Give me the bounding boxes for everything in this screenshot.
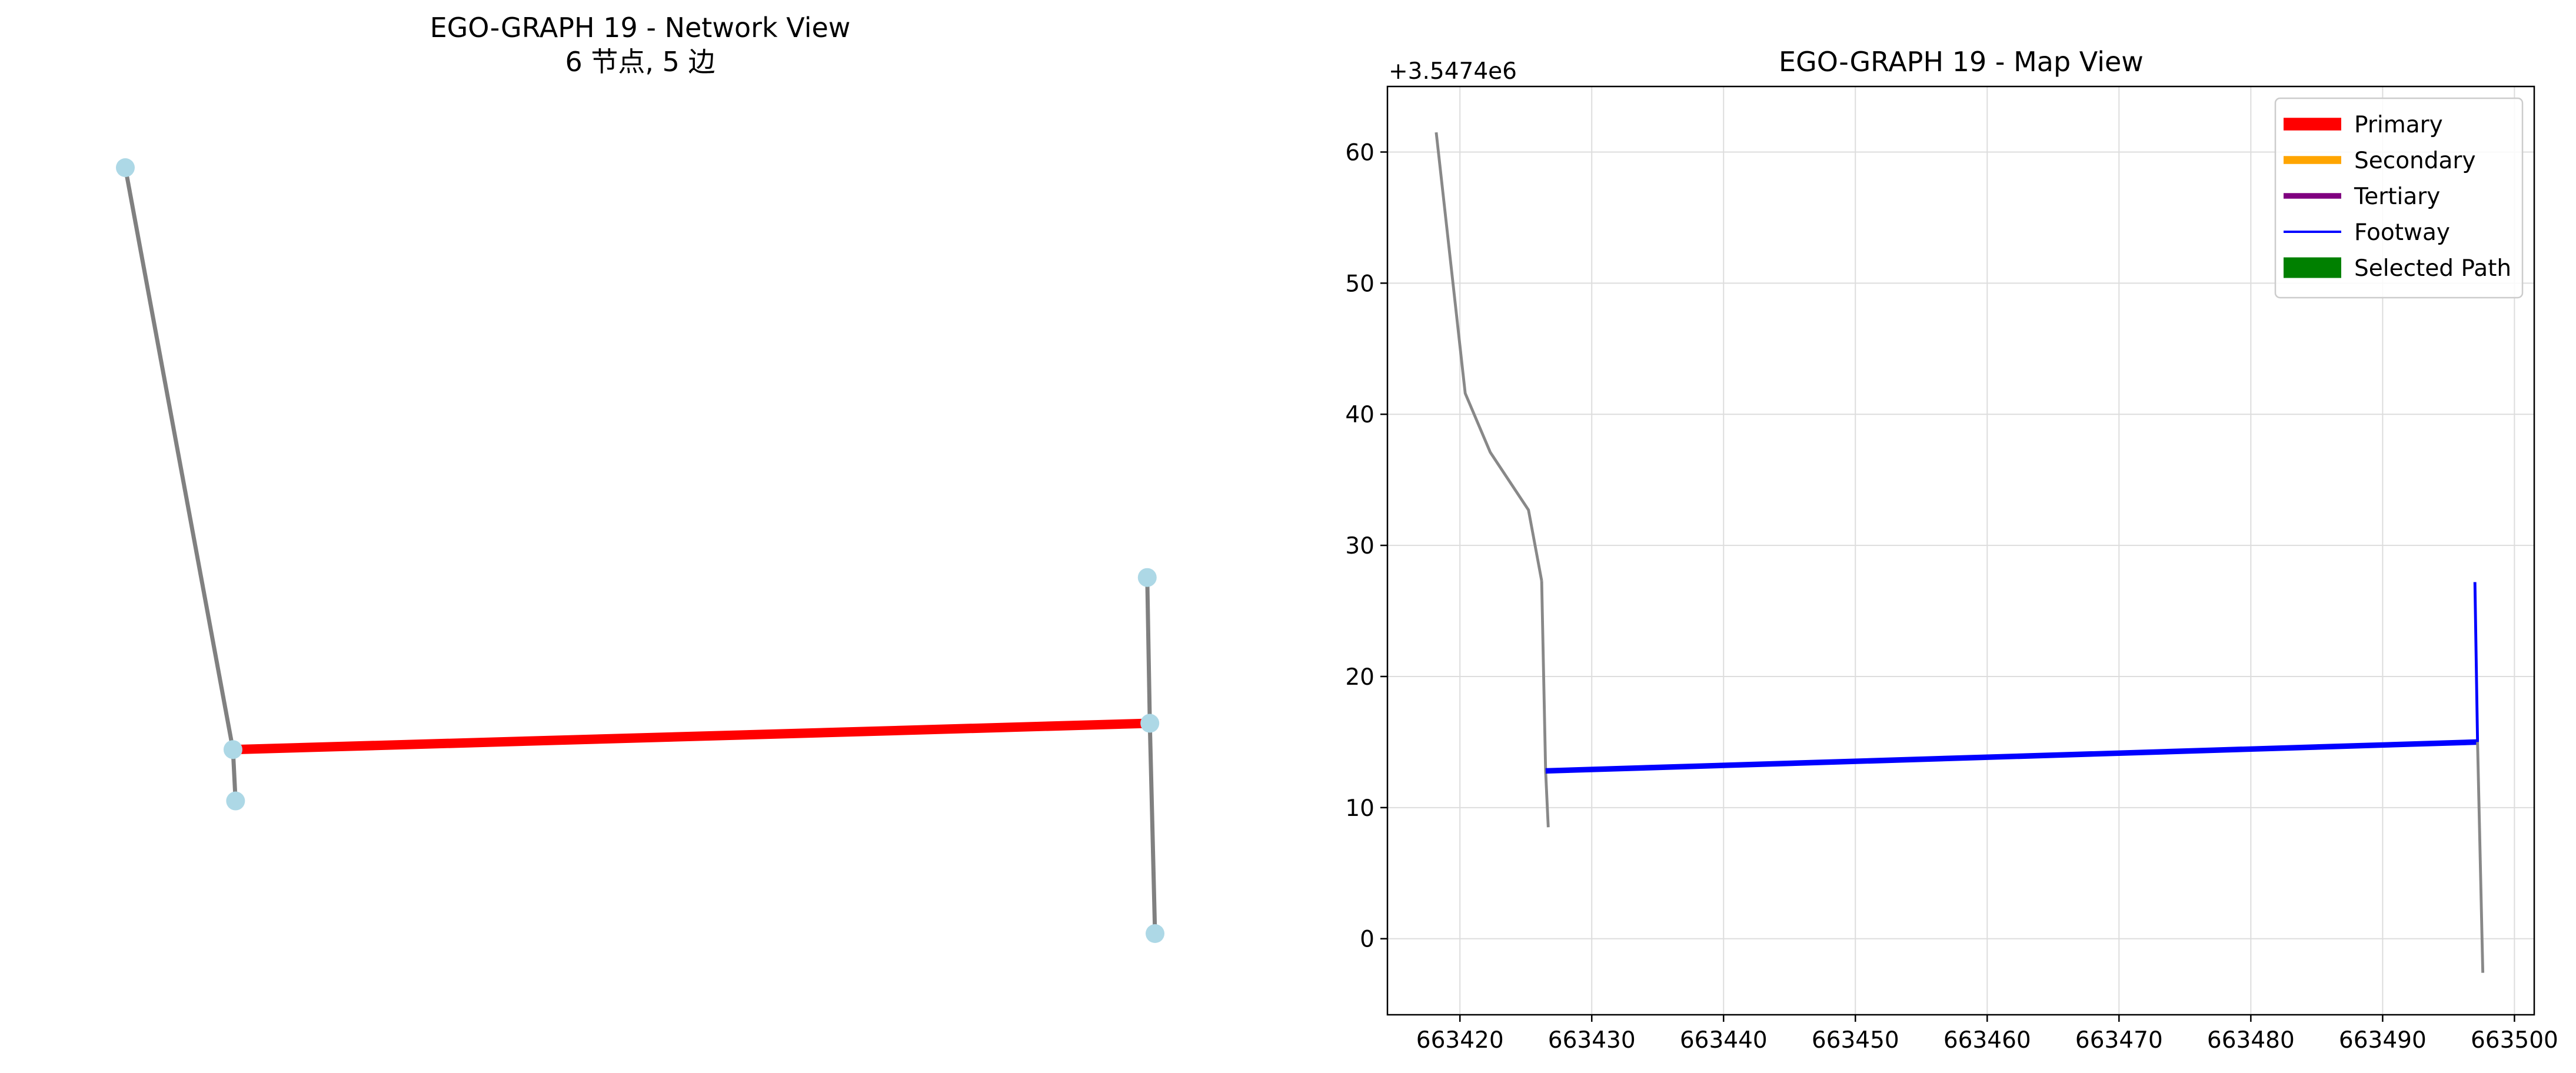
x-tick-label: 663460 [1943,1027,2031,1054]
x-tick-label: 663430 [1548,1027,1636,1054]
map-lines [1435,132,2485,973]
network-node [1146,924,1164,943]
network-node [1140,714,1160,733]
x-tick-label: 663500 [2471,1027,2558,1054]
network-node [116,158,135,177]
network-view-panel: EGO-GRAPH 19 - Network View 6 节点, 5 边 [116,12,1164,943]
legend-label: Footway [2354,219,2450,246]
map-series-line [1540,581,1550,828]
y-tick-label: 50 [1345,271,1374,297]
network-edge [1147,723,1157,934]
network-edges [123,167,1157,934]
y-tick-label: 20 [1345,664,1374,691]
network-node [226,791,245,811]
y-tick-label: 0 [1360,927,1374,953]
y-tick-label: 10 [1345,795,1374,822]
network-node [223,740,242,759]
x-tick-label: 663480 [2207,1027,2295,1054]
map-series-line [1435,132,1543,581]
map-view-panel: EGO-GRAPH 19 - Map View +3.5474e6 663420… [1345,46,2558,1054]
map-series-line [2476,742,2485,973]
x-tick-label: 663470 [2075,1027,2163,1054]
network-nodes [116,158,1164,943]
y-offset-label: +3.5474e6 [1389,58,1517,85]
network-view-title-line1: EGO-GRAPH 19 - Network View [430,12,851,44]
map-ticks: 663420 663430 663440 663450 663460 663470 6634… [1345,139,2558,1054]
x-tick-label: 663440 [1680,1027,1768,1054]
map-axes-frame [1386,85,2535,1016]
y-tick-label: 40 [1345,402,1374,428]
map-series-line [1545,739,2478,774]
network-view-title-line2: 6 节点, 5 边 [565,46,715,78]
map-view-title: EGO-GRAPH 19 - Map View [1779,46,2144,78]
x-tick-label: 663420 [1416,1027,1504,1054]
map-legend: Primary Secondary Tertiary Footway Selected … [2274,97,2524,299]
legend-frame [2274,97,2524,299]
network-edge-selected [232,718,1150,755]
map-grid [1387,86,2534,1015]
legend-label: Selected Path [2354,255,2511,282]
network-node [1137,568,1157,587]
x-tick-label: 663450 [1812,1027,1899,1054]
legend-label: Secondary [2354,148,2476,174]
network-edge [123,167,235,750]
y-tick-label: 60 [1345,139,1374,166]
x-tick-label: 663490 [2339,1027,2427,1054]
legend-label: Tertiary [2354,184,2440,210]
legend-label: Primary [2354,112,2443,138]
y-tick-label: 30 [1345,533,1374,559]
map-series-line [2473,582,2480,742]
network-edge [1145,577,1152,724]
